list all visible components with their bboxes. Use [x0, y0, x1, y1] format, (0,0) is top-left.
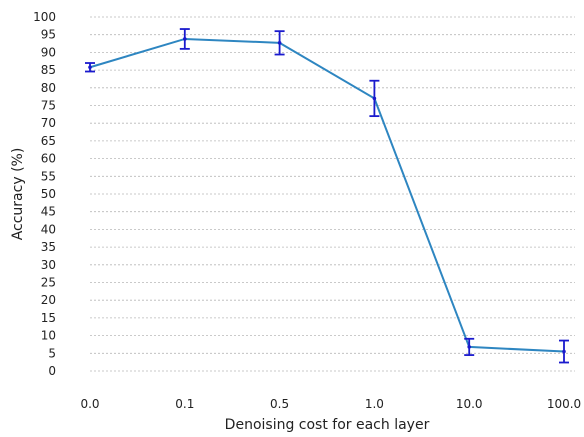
- y-tick-label: 80: [41, 81, 56, 95]
- y-tick-label: 25: [41, 276, 56, 290]
- x-axis-ticks: 0.0 0.1 0.5 1.0 10.0 100.0: [80, 397, 581, 411]
- y-tick-label: 95: [41, 28, 56, 42]
- error-bars: [85, 28, 569, 364]
- x-axis-title: Denoising cost for each layer: [225, 417, 430, 433]
- data-point: [372, 96, 377, 101]
- x-tick-label: 0.5: [270, 397, 289, 411]
- y-tick-label: 10: [41, 329, 56, 343]
- y-axis-title: Accuracy (%): [10, 148, 26, 241]
- data-point: [277, 41, 282, 45]
- x-tick-label: 0.1: [175, 397, 194, 411]
- x-tick-label: 0.0: [80, 397, 99, 411]
- y-tick-label: 70: [41, 116, 56, 130]
- y-tick-label: 15: [41, 311, 56, 325]
- y-tick-label: 5: [48, 346, 56, 360]
- x-tick-label: 10.0: [456, 397, 483, 411]
- grid-lines: [90, 16, 575, 372]
- x-tick-label: 1.0: [365, 397, 384, 411]
- y-tick-label: 100: [33, 10, 56, 24]
- y-tick-label: 75: [41, 99, 56, 113]
- y-tick-label: 30: [41, 258, 56, 272]
- y-tick-label: 60: [41, 152, 56, 166]
- y-tick-label: 40: [41, 222, 56, 236]
- data-point: [183, 37, 187, 41]
- y-tick-label: 65: [41, 134, 56, 148]
- y-tick-label: 0: [48, 364, 56, 378]
- data-point: [562, 349, 566, 354]
- y-tick-label: 50: [41, 187, 56, 201]
- series-line: [89, 37, 565, 353]
- series-group: [89, 37, 565, 353]
- y-tick-label: 20: [41, 293, 56, 307]
- y-axis-ticks: 0 5 10 15 20 25 30 35 40 45 50 55 60 65 70 75 80 85 90 95 10…: [33, 10, 56, 378]
- data-point: [467, 345, 472, 349]
- data-point: [88, 65, 92, 70]
- y-tick-label: 85: [41, 63, 56, 77]
- x-tick-label: 100.0: [547, 397, 581, 411]
- y-tick-label: 55: [41, 169, 56, 183]
- y-tick-label: 35: [41, 240, 56, 254]
- y-tick-label: 45: [41, 205, 56, 219]
- y-tick-label: 90: [41, 45, 56, 59]
